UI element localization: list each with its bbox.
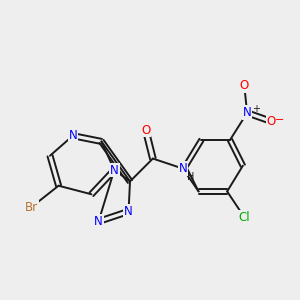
Text: N: N xyxy=(110,164,119,176)
Text: N: N xyxy=(124,205,133,218)
Text: N: N xyxy=(243,106,251,119)
Text: Br: Br xyxy=(25,201,38,214)
Text: H: H xyxy=(187,172,194,182)
Text: O: O xyxy=(267,115,276,128)
Text: +: + xyxy=(252,103,260,114)
Text: N: N xyxy=(178,162,187,175)
Text: N: N xyxy=(68,129,77,142)
Text: O: O xyxy=(240,79,249,92)
Text: O: O xyxy=(141,124,150,136)
Text: −: − xyxy=(275,115,284,125)
Text: N: N xyxy=(94,215,103,228)
Text: Cl: Cl xyxy=(238,211,250,224)
